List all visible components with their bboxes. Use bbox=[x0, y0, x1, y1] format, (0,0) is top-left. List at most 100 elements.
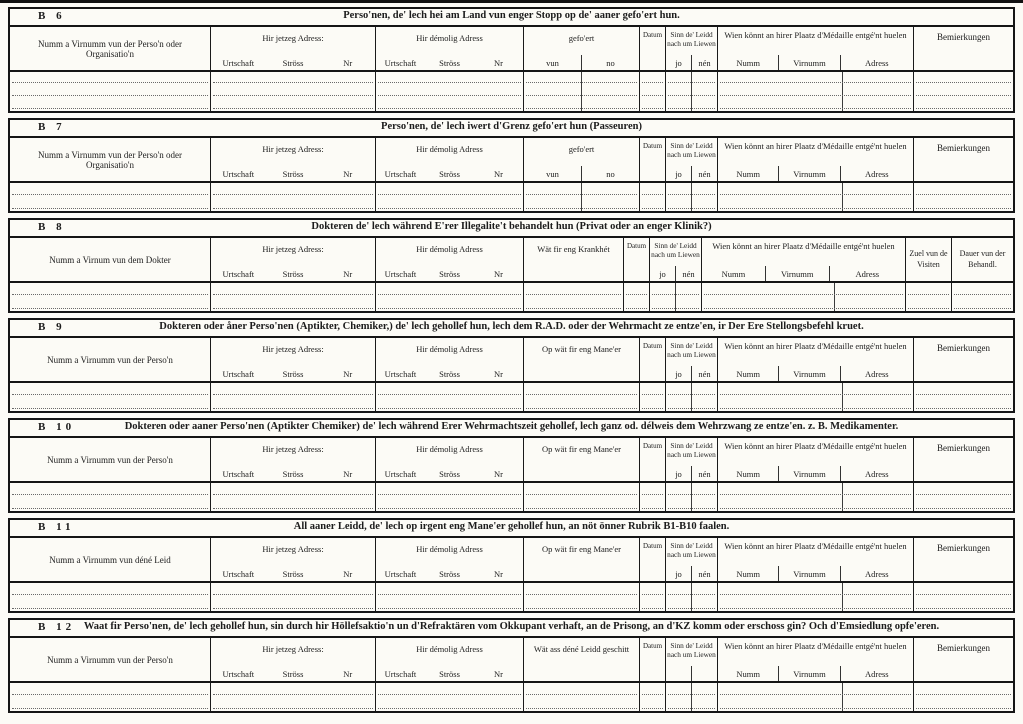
section-id: B 7 bbox=[38, 121, 66, 133]
entry-cell bbox=[210, 283, 375, 297]
col-former-address-header: Hir démolig Adress Urtschaft Ströss Nr bbox=[375, 138, 523, 181]
entry-cell bbox=[375, 697, 523, 711]
subcol-vun: vun bbox=[546, 57, 559, 68]
col-remarks-header: Bemierkungen bbox=[913, 138, 1013, 181]
entry-cell bbox=[639, 98, 665, 111]
entry-cell bbox=[523, 683, 639, 697]
former-address-label: Hir démolig Adress bbox=[416, 33, 483, 43]
medal-label: Wien könnt an hirer Plaatz d'Médaille en… bbox=[724, 641, 907, 651]
col-former-address-header: Hir démolig Adress Urtschaft Ströss Nr bbox=[375, 338, 523, 381]
entry-cell bbox=[375, 85, 523, 98]
address-subheaders: Urtschaft Ströss Nr bbox=[211, 466, 375, 481]
header-row: Numm a Virnumm vun der Perso'n oder Orga… bbox=[10, 27, 1013, 72]
entry-cell bbox=[10, 98, 210, 111]
col-medal-header: Wien könnt an hirer Plaatz d'Médaille en… bbox=[717, 138, 913, 181]
entry-cell bbox=[639, 597, 665, 611]
address-subheaders: Urtschaft Ströss Nr bbox=[211, 266, 375, 281]
entry-row bbox=[10, 483, 1013, 497]
subcol-numm: Numm bbox=[736, 468, 760, 479]
entry-cell bbox=[639, 72, 665, 85]
entry-cell bbox=[913, 397, 1013, 411]
current-address-label: Hir jetzeg Adress: bbox=[262, 144, 324, 154]
entry-cell bbox=[10, 583, 210, 597]
entry-row bbox=[10, 497, 1013, 511]
entry-cell bbox=[639, 383, 665, 397]
entry-cell bbox=[375, 583, 523, 597]
subcol-nr: Nr bbox=[343, 57, 353, 68]
header-row: Numm a Virnum vun dem Dokter Hir jetzeg … bbox=[10, 238, 1013, 283]
header-row: Numm a Virnumm vun der Perso'n Hir jetze… bbox=[10, 438, 1013, 483]
subcol-virnumm: Virnumm bbox=[764, 266, 829, 281]
subcol-numm: Numm bbox=[736, 368, 760, 379]
subcol-nen-blank bbox=[691, 666, 717, 681]
entry-cell bbox=[210, 497, 375, 511]
col-name-header: Numm a Virnumm vun der Perso'n bbox=[47, 454, 173, 465]
entry-cell bbox=[623, 283, 649, 297]
alive-label: Sinn de' Leidd nach um Liewen bbox=[667, 441, 716, 460]
col-medal-header: Wien könnt an hirer Plaatz d'Médaille en… bbox=[717, 338, 913, 381]
subcol-jo: jo bbox=[659, 268, 666, 279]
entry-cell bbox=[523, 597, 639, 611]
col-transported-header: gefo'ert vun no bbox=[523, 138, 639, 181]
subcol-urtschaft: Urtschaft bbox=[222, 57, 255, 68]
medal-label: Wien könnt an hirer Plaatz d'Médaille en… bbox=[724, 341, 907, 351]
col-alive-header: Sinn de' Leidd nach um Liewen jo nén bbox=[649, 238, 701, 281]
section-title-row: Perso'nen, de' lech hei am Land vun enge… bbox=[10, 9, 1013, 27]
entry-cell bbox=[639, 483, 665, 497]
subcol-adress: Adress bbox=[839, 466, 913, 481]
alive-label: Sinn de' Leidd nach um Liewen bbox=[667, 341, 716, 360]
entry-cell bbox=[10, 697, 210, 711]
col-date-header: Datum bbox=[639, 27, 665, 70]
subcol-stross: Ströss bbox=[439, 468, 460, 479]
col-medal-header: Wien könnt an hirer Plaatz d'Médaille en… bbox=[717, 638, 913, 681]
entry-cell bbox=[951, 283, 1013, 297]
col-alive-header: Sinn de' Leidd nach um Liewen jo nén bbox=[665, 138, 717, 181]
subcol-nen: nén bbox=[675, 266, 701, 281]
entry-cell bbox=[523, 283, 623, 297]
col-transported-header: gefo'ert vun no bbox=[523, 27, 639, 70]
subcol-urtschaft: Urtschaft bbox=[384, 368, 417, 379]
section-id: B 11 bbox=[38, 521, 75, 533]
section-title-row: Dokteren de' lech während E'rer Illegali… bbox=[10, 220, 1013, 238]
illness-label: Wät fir eng Krankhét bbox=[537, 244, 610, 254]
section-title: Perso'nen, de' lech hei am Land vun enge… bbox=[343, 10, 680, 21]
medal-label: Wien könnt an hirer Plaatz d'Médaille en… bbox=[724, 30, 907, 40]
col-former-address-header: Hir démolig Adress Urtschaft Ströss Nr bbox=[375, 238, 523, 281]
col-remarks-header: Bemierkungen bbox=[913, 338, 1013, 381]
entry-cell bbox=[10, 85, 210, 98]
entry-cell bbox=[913, 197, 1013, 211]
col-former-address-header: Hir démolig Adress Urtschaft Ströss Nr bbox=[375, 538, 523, 581]
col-current-address-header: Hir jetzeg Adress: Urtschaft Ströss Nr bbox=[210, 338, 375, 381]
col-name-header: Numm a Virnumm vun der Perso'n bbox=[47, 654, 173, 665]
entry-cell bbox=[10, 397, 210, 411]
entry-cell bbox=[639, 397, 665, 411]
col-fate-header: Wät ass déné Leidd geschitt bbox=[523, 638, 639, 681]
col-manner-header: Op wät fir eng Mane'er bbox=[523, 338, 639, 381]
entry-cell bbox=[665, 397, 717, 411]
entry-cell bbox=[717, 483, 913, 497]
entry-row bbox=[10, 297, 1013, 311]
subcol-adress: Adress bbox=[839, 55, 913, 70]
entry-cell bbox=[665, 683, 717, 697]
entry-cell bbox=[913, 597, 1013, 611]
entry-cell bbox=[210, 583, 375, 597]
address-subheaders: Urtschaft Ströss Nr bbox=[376, 266, 523, 281]
section-id: B 9 bbox=[38, 321, 66, 333]
entry-cell bbox=[210, 183, 375, 197]
entry-row bbox=[10, 197, 1013, 211]
section-title: Perso'nen, de' lech iwert d'Grenz gefo'e… bbox=[381, 121, 642, 132]
col-date-header: Datum bbox=[623, 238, 649, 281]
transported-subheaders: vun no bbox=[524, 55, 639, 70]
subcol-jo: jo bbox=[675, 168, 682, 179]
address-subheaders: Urtschaft Ströss Nr bbox=[211, 55, 375, 70]
alive-subheaders: jo nén bbox=[650, 266, 701, 281]
col-current-address-header: Hir jetzeg Adress: Urtschaft Ströss Nr bbox=[210, 538, 375, 581]
entry-cell bbox=[665, 183, 717, 197]
medal-subheaders: Numm Virnumm Adress bbox=[718, 666, 913, 681]
subcol-vun: vun bbox=[546, 168, 559, 179]
subcol-stross: Ströss bbox=[282, 568, 304, 579]
subcol-stross: Ströss bbox=[282, 168, 304, 179]
alive-label: Sinn de' Leidd nach um Liewen bbox=[667, 30, 716, 49]
subcol-jo: jo bbox=[675, 568, 682, 579]
header-row: Numm a Virnumm vun der Perso'n Hir jetze… bbox=[10, 338, 1013, 383]
